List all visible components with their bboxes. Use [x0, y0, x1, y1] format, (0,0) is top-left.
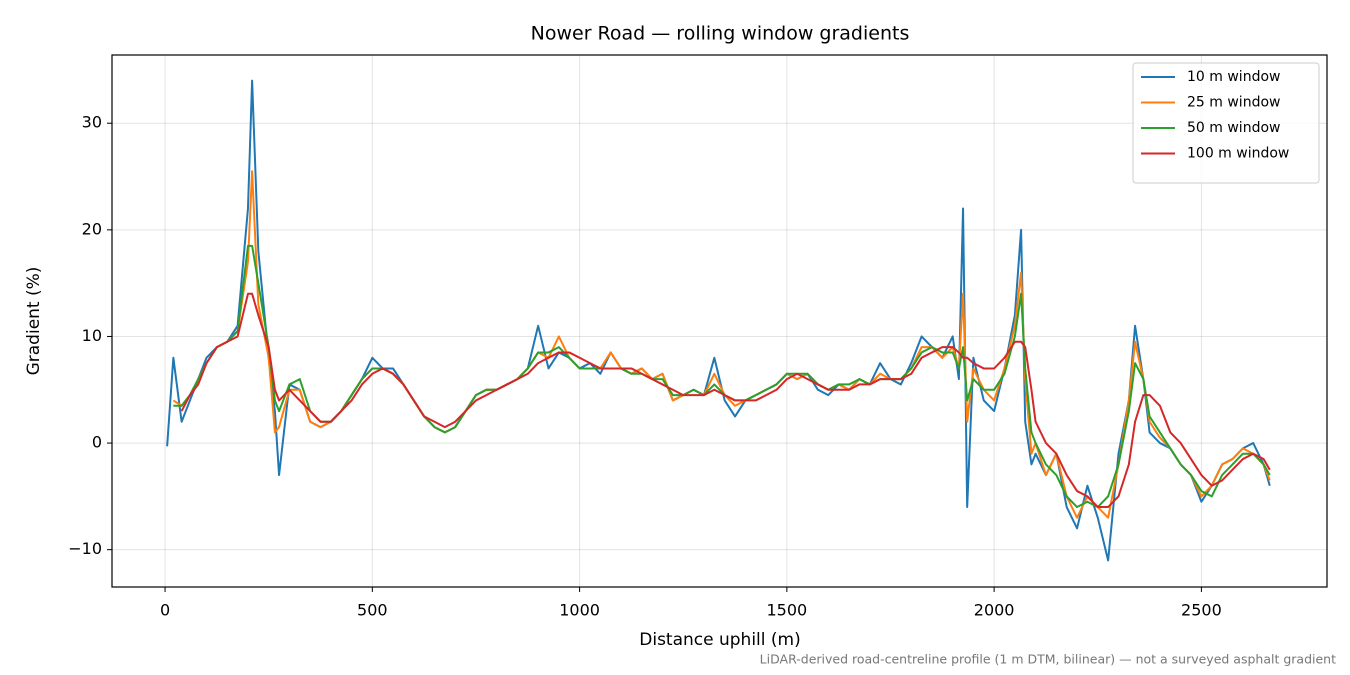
x-tick-label: 1000 — [559, 601, 600, 620]
legend-box — [1132, 62, 1320, 184]
data-line — [172, 170, 1271, 519]
y-tick-label: −10 — [68, 539, 102, 558]
legend-label: 25 m window — [1187, 95, 1280, 111]
x-axis-label: Distance uphill (m) — [639, 630, 800, 650]
data-line — [173, 244, 1271, 509]
legend-label: 50 m window — [1187, 120, 1280, 136]
footnote: LiDAR-derived road-centreline profile (1… — [760, 652, 1336, 667]
plot-frame — [111, 54, 1328, 588]
y-tick-label: 10 — [82, 326, 102, 345]
x-tick-label: 2000 — [974, 601, 1015, 620]
x-tick-label: 0 — [160, 601, 170, 620]
legend: 10 m window 25 m window 50 m window 100 m w… — [1132, 62, 1320, 184]
y-tick-label: 0 — [92, 433, 102, 452]
data-line — [166, 79, 1271, 562]
y-tick-label: 20 — [82, 219, 102, 238]
y-tick-label: 30 — [82, 113, 102, 132]
legend-label: 100 m window — [1187, 146, 1289, 162]
legend-label: 10 m window — [1187, 69, 1280, 85]
x-tick-label: 500 — [357, 601, 388, 620]
x-tick-label: 1500 — [767, 601, 808, 620]
x-tick-label: 2500 — [1181, 601, 1222, 620]
data-line — [180, 292, 1271, 509]
chart-title: Nower Road — rolling window gradients — [531, 23, 910, 45]
y-axis-label: Gradient (%) — [24, 267, 44, 376]
